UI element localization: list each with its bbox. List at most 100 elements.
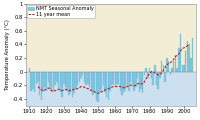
Bar <box>142 72 143 93</box>
Bar <box>106 72 107 97</box>
Bar <box>185 51 186 72</box>
Bar <box>192 38 193 72</box>
Bar <box>26 4 196 72</box>
Bar <box>170 72 171 75</box>
Bar <box>53 72 54 91</box>
Bar <box>159 72 161 78</box>
Bar <box>135 72 137 87</box>
Bar <box>29 68 30 72</box>
Bar <box>99 72 101 92</box>
Bar <box>130 72 131 82</box>
Bar <box>85 72 87 85</box>
Bar <box>109 72 111 91</box>
Bar <box>46 72 47 91</box>
Bar <box>121 72 123 95</box>
Bar <box>127 72 128 85</box>
Bar <box>190 58 192 72</box>
Bar <box>58 72 59 89</box>
Legend: NMT Seasonal Anomaly, 11 year mean: NMT Seasonal Anomaly, 11 year mean <box>27 5 95 18</box>
Bar <box>166 58 168 72</box>
Bar <box>151 72 152 78</box>
Bar <box>183 65 185 72</box>
Bar <box>123 72 125 92</box>
Bar <box>68 72 70 95</box>
Bar <box>32 72 34 89</box>
Bar <box>34 72 35 92</box>
Bar <box>111 72 113 85</box>
Bar <box>139 72 140 92</box>
Bar <box>176 68 178 72</box>
Bar <box>89 72 90 87</box>
Bar <box>97 72 99 102</box>
Bar <box>73 72 75 93</box>
Bar <box>118 72 119 85</box>
Bar <box>173 61 174 72</box>
Bar <box>70 72 71 92</box>
Bar <box>108 72 109 100</box>
Bar <box>147 72 149 78</box>
Bar <box>26 72 196 106</box>
Bar <box>164 72 166 82</box>
Bar <box>188 44 190 72</box>
Bar <box>116 72 118 84</box>
Bar <box>72 72 73 97</box>
Bar <box>65 72 66 87</box>
Bar <box>120 72 121 91</box>
Bar <box>104 72 106 92</box>
Bar <box>75 72 77 89</box>
Bar <box>128 72 130 91</box>
Bar <box>36 72 37 84</box>
Bar <box>61 72 63 97</box>
Bar <box>180 34 181 72</box>
Bar <box>82 72 83 75</box>
Bar <box>79 72 80 82</box>
Bar <box>96 72 97 100</box>
Bar <box>80 72 82 78</box>
Bar <box>48 72 49 82</box>
Bar <box>94 72 95 92</box>
Bar <box>37 72 39 82</box>
Y-axis label: Temperature Anomaly (°C): Temperature Anomaly (°C) <box>5 19 10 90</box>
Bar <box>157 72 159 89</box>
Bar <box>175 55 176 72</box>
Bar <box>145 68 147 72</box>
Bar <box>113 72 114 84</box>
Bar <box>132 72 133 84</box>
Bar <box>63 72 65 84</box>
Bar <box>66 72 68 91</box>
Bar <box>163 65 164 72</box>
Bar <box>51 72 52 92</box>
Bar <box>137 72 138 78</box>
Bar <box>91 72 92 91</box>
Bar <box>182 65 183 72</box>
Bar <box>133 72 135 91</box>
Bar <box>56 72 58 82</box>
Bar <box>125 72 126 89</box>
Bar <box>144 72 145 75</box>
Bar <box>115 72 116 87</box>
Bar <box>154 65 156 72</box>
Bar <box>152 72 154 85</box>
Bar <box>60 72 61 92</box>
Bar <box>156 72 157 85</box>
Bar <box>87 72 89 84</box>
Bar <box>44 72 46 87</box>
Bar <box>41 72 42 100</box>
Bar <box>92 72 94 95</box>
Bar <box>39 72 40 95</box>
Bar <box>149 68 150 72</box>
Bar <box>187 41 188 72</box>
Bar <box>49 72 51 89</box>
Bar <box>101 72 102 89</box>
Bar <box>178 48 180 72</box>
Bar <box>42 72 44 92</box>
Bar <box>77 72 78 85</box>
Bar <box>171 68 173 72</box>
Bar <box>84 72 85 82</box>
Bar <box>30 72 32 91</box>
Bar <box>54 72 56 85</box>
Bar <box>161 61 162 72</box>
Bar <box>103 72 104 85</box>
Bar <box>140 72 142 89</box>
Bar <box>168 61 169 72</box>
